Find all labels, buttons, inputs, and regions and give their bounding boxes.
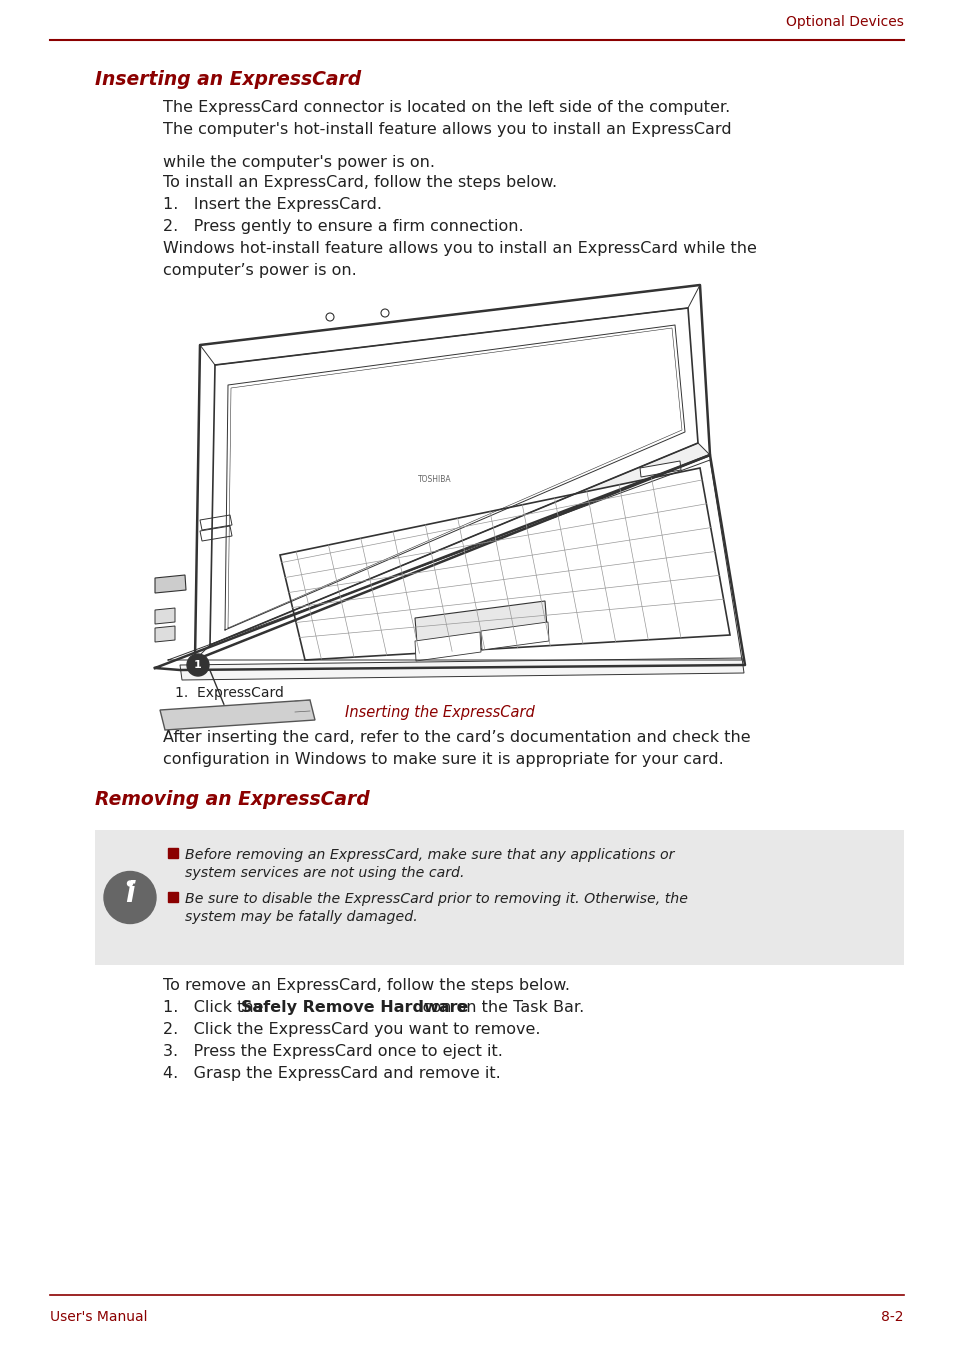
Polygon shape (639, 461, 680, 477)
Text: system services are not using the card.: system services are not using the card. (185, 867, 464, 880)
Polygon shape (200, 515, 232, 530)
Polygon shape (225, 324, 684, 630)
Text: 8-2: 8-2 (881, 1310, 903, 1324)
Text: Safely Remove Hardware: Safely Remove Hardware (241, 1000, 468, 1015)
Polygon shape (415, 602, 547, 657)
Text: 3.   Press the ExpressCard once to eject it.: 3. Press the ExpressCard once to eject i… (163, 1044, 502, 1059)
Circle shape (104, 872, 156, 923)
Polygon shape (180, 658, 743, 680)
Text: 1: 1 (193, 660, 202, 671)
Text: Inserting the ExpressCard: Inserting the ExpressCard (345, 704, 535, 721)
Text: 4.   Grasp the ExpressCard and remove it.: 4. Grasp the ExpressCard and remove it. (163, 1065, 500, 1082)
Polygon shape (168, 848, 178, 859)
Polygon shape (194, 285, 709, 660)
Text: i: i (125, 880, 134, 907)
Text: while the computer's power is on.: while the computer's power is on. (163, 155, 435, 170)
Text: Before removing an ExpressCard, make sure that any applications or: Before removing an ExpressCard, make sur… (185, 848, 674, 863)
Polygon shape (168, 460, 741, 660)
Text: User's Manual: User's Manual (50, 1310, 148, 1324)
Text: Removing an ExpressCard: Removing an ExpressCard (95, 790, 369, 808)
Circle shape (380, 310, 389, 316)
Text: To remove an ExpressCard, follow the steps below.: To remove an ExpressCard, follow the ste… (163, 977, 569, 992)
Text: icon on the Task Bar.: icon on the Task Bar. (413, 1000, 583, 1015)
Polygon shape (160, 700, 314, 730)
Text: Be sure to disable the ExpressCard prior to removing it. Otherwise, the: Be sure to disable the ExpressCard prior… (185, 892, 687, 906)
Polygon shape (154, 626, 174, 642)
Text: system may be fatally damaged.: system may be fatally damaged. (185, 910, 417, 923)
Polygon shape (200, 526, 232, 541)
Polygon shape (194, 443, 709, 660)
Circle shape (326, 314, 334, 320)
Text: Optional Devices: Optional Devices (785, 15, 903, 28)
Text: Inserting an ExpressCard: Inserting an ExpressCard (95, 70, 361, 89)
Polygon shape (280, 468, 729, 660)
Text: 1.  ExpressCard: 1. ExpressCard (174, 685, 284, 700)
Text: To install an ExpressCard, follow the steps below.: To install an ExpressCard, follow the st… (163, 174, 557, 191)
Circle shape (187, 654, 209, 676)
Text: The ExpressCard connector is located on the left side of the computer.: The ExpressCard connector is located on … (163, 100, 729, 115)
Polygon shape (154, 608, 174, 625)
Text: computer’s power is on.: computer’s power is on. (163, 264, 356, 279)
Text: TOSHIBA: TOSHIBA (417, 476, 452, 484)
Text: 2.   Click the ExpressCard you want to remove.: 2. Click the ExpressCard you want to rem… (163, 1022, 540, 1037)
Polygon shape (480, 622, 548, 650)
Text: 2.   Press gently to ensure a firm connection.: 2. Press gently to ensure a firm connect… (163, 219, 523, 234)
Text: configuration in Windows to make sure it is appropriate for your card.: configuration in Windows to make sure it… (163, 752, 723, 767)
Circle shape (128, 882, 132, 886)
Polygon shape (154, 575, 186, 594)
Polygon shape (200, 285, 700, 365)
Polygon shape (154, 456, 744, 671)
Text: Windows hot-install feature allows you to install an ExpressCard while the: Windows hot-install feature allows you t… (163, 241, 756, 256)
Text: 1.   Click the: 1. Click the (163, 1000, 269, 1015)
Text: 1.   Insert the ExpressCard.: 1. Insert the ExpressCard. (163, 197, 381, 212)
Bar (95, 830, 903, 965)
Polygon shape (415, 631, 480, 661)
Text: After inserting the card, refer to the card’s documentation and check the: After inserting the card, refer to the c… (163, 730, 750, 745)
Polygon shape (168, 892, 178, 902)
Text: The computer's hot-install feature allows you to install an ExpressCard: The computer's hot-install feature allow… (163, 122, 731, 137)
